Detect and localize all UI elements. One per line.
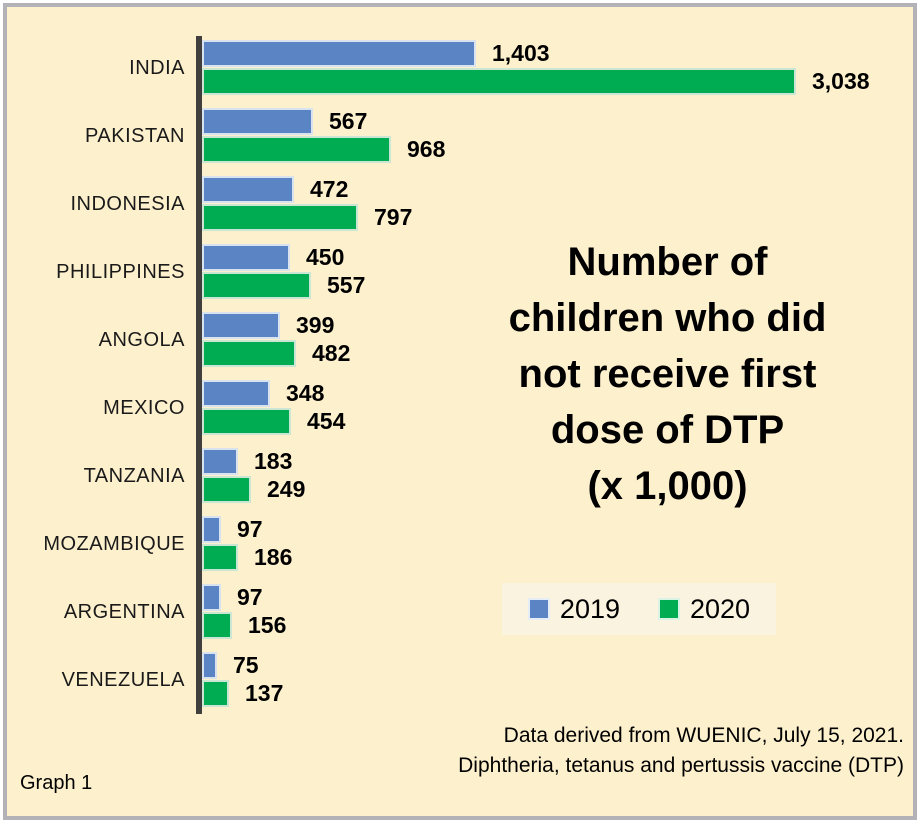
data-label-2020: 968 xyxy=(407,136,446,162)
chart-row: ARGENTINA 97 156 xyxy=(7,584,913,640)
data-label-2019: 567 xyxy=(329,108,368,134)
data-label-2019: 1,403 xyxy=(492,40,550,66)
data-label-2019: 97 xyxy=(237,584,263,610)
bar-2019 xyxy=(202,40,476,67)
category-label: ARGENTINA xyxy=(63,600,185,623)
category-label: VENEZUELA xyxy=(61,668,185,691)
legend-swatch-icon xyxy=(527,598,550,620)
chart-title-line: (x 1,000) xyxy=(587,464,748,508)
data-label-2019: 450 xyxy=(306,244,345,270)
legend-label: 2020 xyxy=(690,593,751,624)
legend-swatch-icon xyxy=(658,598,680,620)
chart-title-line: Number of xyxy=(567,240,768,284)
category-axis-line xyxy=(196,36,202,714)
bar-2020 xyxy=(202,476,251,503)
graph-caption: Graph 1 xyxy=(20,772,93,794)
data-label-2020: 557 xyxy=(327,272,366,298)
chart-legend: 2019 2020 xyxy=(502,583,776,635)
data-label-2020: 3,038 xyxy=(812,68,870,94)
bar-2019 xyxy=(202,312,280,339)
category-label: ANGOLA xyxy=(98,328,185,351)
data-label-2019: 75 xyxy=(233,652,259,678)
source-note-line: Data derived from WUENIC, July 15, 2021. xyxy=(503,724,904,747)
data-label-2020: 482 xyxy=(312,340,351,366)
bar-2019 xyxy=(202,108,313,135)
bar-2020 xyxy=(202,680,229,707)
legend-entry-2019: 2019 xyxy=(527,593,620,625)
category-label: PHILIPPINES xyxy=(56,260,185,283)
bar-2020 xyxy=(202,68,796,95)
category-label: MOZAMBIQUE xyxy=(43,532,185,555)
data-label-2019: 348 xyxy=(286,380,325,406)
category-label: TANZANIA xyxy=(83,464,185,487)
data-label-2019: 183 xyxy=(254,448,293,474)
chart-row: INDIA 1,403 3,038 xyxy=(7,40,913,96)
chart-row: TANZANIA 183 249 xyxy=(7,448,913,504)
data-label-2020: 797 xyxy=(374,204,413,230)
category-label: PAKISTAN xyxy=(85,124,185,147)
bar-2019 xyxy=(202,380,270,407)
data-label-2020: 137 xyxy=(245,680,284,706)
data-label-2019: 97 xyxy=(237,516,263,542)
category-label: MEXICO xyxy=(103,396,185,419)
category-label: INDONESIA xyxy=(70,192,185,215)
data-label-2020: 186 xyxy=(254,544,293,570)
chart-row: MOZAMBIQUE 97 186 xyxy=(7,516,913,572)
bar-chart-plot-area: INDIA 1,403 3,038 PAKISTAN 567 968 INDONESIA 47… xyxy=(7,40,913,720)
bar-2019 xyxy=(202,584,221,611)
bar-2020 xyxy=(202,544,238,571)
bar-2020 xyxy=(202,612,232,639)
bar-2020 xyxy=(202,340,296,367)
chart-title-line: children who did xyxy=(508,296,827,340)
legend-entry-2020: 2020 xyxy=(658,594,750,625)
chart-row: INDONESIA 472 797 xyxy=(7,176,913,232)
chart-frame: INDIA 1,403 3,038 PAKISTAN 567 968 INDONESIA 47… xyxy=(3,3,917,820)
bar-2020 xyxy=(202,136,391,163)
chart-title-line: dose of DTP xyxy=(550,408,785,452)
chart-row: MEXICO 348 454 xyxy=(7,380,913,436)
source-note-line: Diphtheria, tetanus and pertussis vaccin… xyxy=(458,754,904,777)
source-note: Data derived from WUENIC, July 15, 2021.… xyxy=(458,721,904,781)
data-label-2020: 249 xyxy=(267,476,306,502)
chart-row: PHILIPPINES 450 557 xyxy=(7,244,913,300)
data-label-2019: 399 xyxy=(296,312,335,338)
chart-row: ANGOLA 399 482 xyxy=(7,312,913,368)
chart-row: PAKISTAN 567 968 xyxy=(7,108,913,164)
bar-2020 xyxy=(202,204,358,231)
chart-title: Number of children who did not receive f… xyxy=(440,234,895,514)
bar-2020 xyxy=(202,408,291,435)
bar-2019 xyxy=(202,176,294,203)
data-label-2020: 156 xyxy=(248,612,287,638)
bar-2019 xyxy=(202,516,221,543)
chart-title-line: not receive first xyxy=(518,352,817,396)
bar-2020 xyxy=(202,272,311,299)
data-label-2019: 472 xyxy=(310,176,349,202)
data-label-2020: 454 xyxy=(307,408,346,434)
bar-2019 xyxy=(202,244,290,271)
category-label: INDIA xyxy=(129,56,185,79)
bar-2019 xyxy=(202,448,238,475)
legend-label: 2019 xyxy=(559,593,620,624)
chart-row: VENEZUELA 75 137 xyxy=(7,652,913,708)
bar-2019 xyxy=(202,652,217,679)
